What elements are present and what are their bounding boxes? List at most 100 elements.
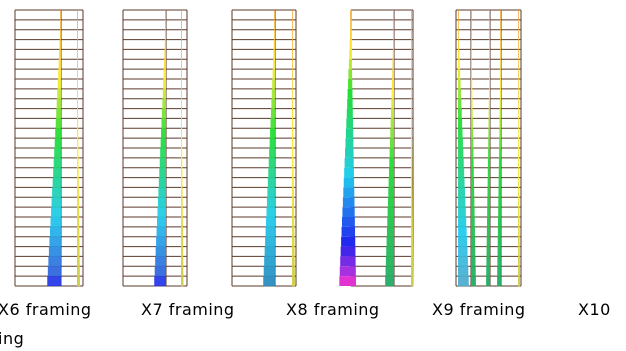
column-bar-x10-4-story-16 [518, 128, 519, 139]
column-bar-x7-1-story-25 [181, 39, 182, 50]
column-bar-x10-4-story-18 [518, 108, 519, 119]
column-bar-x7-1-story-20 [181, 88, 182, 99]
column-bar-x10-4-story-5 [518, 236, 520, 247]
column-bar-x9-1-story-7 [411, 217, 413, 227]
column-bar-x6-1-story-22 [77, 69, 78, 79]
column-bar-x8-0-story-10 [267, 187, 275, 198]
column-bar-x9-1-story-6 [411, 226, 413, 237]
column-bar-x8-1-story-20 [292, 88, 293, 99]
column-bar-x7-1-story-12 [181, 167, 183, 178]
column-bar-x7-0-story-14 [160, 148, 166, 158]
column-bar-x10-0-story-8 [458, 207, 466, 217]
column-bar-x8-0-story-3 [264, 256, 275, 267]
column-bar-x7-0-story-26 [165, 29, 166, 40]
column-bar-x10-2-story-24 [489, 49, 490, 60]
column-bar-x9-0-story-2 [385, 266, 394, 277]
column-bar-x6-0-story-1 [47, 276, 61, 286]
column-bar-x10-2-story-20 [488, 88, 490, 99]
column-bar-x10-3-story-26 [500, 29, 501, 40]
column-bar-x10-1-story-13 [471, 157, 474, 168]
column-bar-x8-0-story-8 [266, 207, 275, 217]
column-bar-x10-3-story-3 [497, 256, 501, 267]
column-bar-x7-1-story-26 [181, 29, 182, 40]
column-bar-x10-2-story-23 [489, 59, 490, 70]
column-bar-x10-2-story-12 [487, 167, 490, 178]
column-bar-x8-1-story-8 [292, 207, 295, 217]
column-bar-x9-0-story-14 [389, 148, 394, 158]
column-bar-x10-1-story-15 [471, 138, 474, 148]
column-bar-x6-0-story-5 [49, 236, 61, 247]
column-bar-x10-3-story-27 [500, 19, 501, 30]
column-bar-x9-left-story-14 [345, 148, 354, 158]
column-bar-x6-0-story-27 [60, 19, 61, 30]
column-bar-x8-0-story-13 [268, 157, 275, 168]
column-bar-x10-3-story-25 [500, 39, 501, 50]
column-bar-x10-3-story-8 [498, 207, 501, 217]
column-bar-x10-4-story-28 [518, 10, 519, 20]
column-bar-x9-0-story-22 [392, 69, 394, 79]
column-bar-x10-0-story-16 [458, 128, 463, 139]
column-bar-x6-0-story-12 [53, 167, 61, 178]
column-bar-x9-0-story-5 [386, 236, 394, 247]
column-bar-x7-0-story-17 [161, 118, 166, 129]
column-bar-x10-2-story-9 [487, 197, 490, 208]
column-bar-x9-1-story-21 [411, 79, 412, 89]
column-bar-x6-0-story-8 [51, 207, 61, 217]
column-bar-x6-0-story-28 [60, 10, 61, 20]
column-bar-x8-1-story-6 [292, 226, 295, 237]
column-bar-x8-0-story-16 [270, 128, 275, 139]
column-bar-x10-1-story-14 [471, 148, 474, 158]
column-bar-x6-1-story-25 [77, 39, 78, 50]
column-bar-x10-1-story-19 [471, 98, 473, 109]
column-bar-x8-0-story-23 [272, 59, 275, 70]
column-bar-x9-0-story-3 [385, 256, 394, 267]
column-bar-x9-0-story-25 [393, 39, 394, 50]
column-bar-x9-left-story-19 [347, 98, 353, 109]
column-bar-x7-0-story-22 [163, 69, 166, 79]
column-bar-x10-2-story-17 [488, 118, 490, 129]
column-bar-x7-0-story-15 [160, 138, 166, 148]
column-bar-x6-1-story-13 [77, 157, 79, 168]
column-bar-x8-0-story-26 [274, 29, 275, 40]
column-bar-x9-1-story-24 [411, 49, 412, 60]
column-bar-x10-1-story-2 [471, 266, 476, 277]
column-bar-x9-0-story-15 [389, 138, 394, 148]
column-bar-x10-1-story-12 [471, 167, 474, 178]
column-bar-x8-1-story-22 [292, 69, 293, 79]
column-bar-x8-1-story-15 [292, 138, 294, 148]
column-bar-x9-0-story-6 [386, 226, 394, 237]
column-bar-x7-0-story-13 [159, 157, 166, 168]
column-bar-x10-4-story-27 [518, 19, 519, 30]
column-bar-x6-1-story-2 [77, 266, 80, 277]
column-bar-x10-4-story-8 [518, 207, 520, 217]
column-bar-x10-0-story-28 [458, 10, 459, 20]
column-bar-x9-left-story-27 [350, 19, 352, 30]
column-bar-x6-1-story-26 [77, 29, 78, 40]
column-bar-x10-2-story-26 [489, 29, 490, 40]
column-bar-x10-1-story-10 [471, 187, 475, 198]
column-bar-x8-0-story-24 [273, 49, 275, 60]
column-bar-x10-3-story-17 [499, 118, 501, 129]
column-bar-x10-4-story-3 [518, 256, 520, 267]
column-bar-x6-0-story-6 [49, 226, 61, 237]
column-bar-x10-0-story-25 [458, 39, 460, 50]
column-bar-x6-1-story-17 [77, 118, 79, 129]
column-bar-x7-1-story-23 [181, 59, 182, 70]
column-bar-x6-1-story-19 [77, 98, 78, 109]
column-bar-x8-1-story-23 [292, 59, 293, 70]
column-bar-x9-left-story-22 [348, 69, 353, 79]
column-bar-x8-0-story-1 [263, 276, 275, 286]
column-bar-x10-3-story-4 [497, 246, 501, 257]
column-bar-x10-4-story-23 [518, 59, 519, 70]
column-bar-x10-4-story-14 [518, 148, 519, 158]
column-bar-x9-0-story-17 [390, 118, 394, 129]
column-bar-x7-0-story-24 [164, 49, 166, 60]
column-bar-x10-3-story-7 [498, 217, 501, 227]
column-bar-x6-0-story-21 [57, 79, 61, 89]
column-bar-x7-0-story-28 [165, 10, 166, 20]
column-bar-x9-left-story-24 [349, 49, 352, 60]
column-bar-x10-4-story-1 [518, 276, 520, 286]
column-bar-x9-0-story-1 [385, 276, 394, 286]
column-bar-x7-1-story-9 [181, 197, 183, 208]
column-bar-x10-1-story-24 [471, 49, 472, 60]
